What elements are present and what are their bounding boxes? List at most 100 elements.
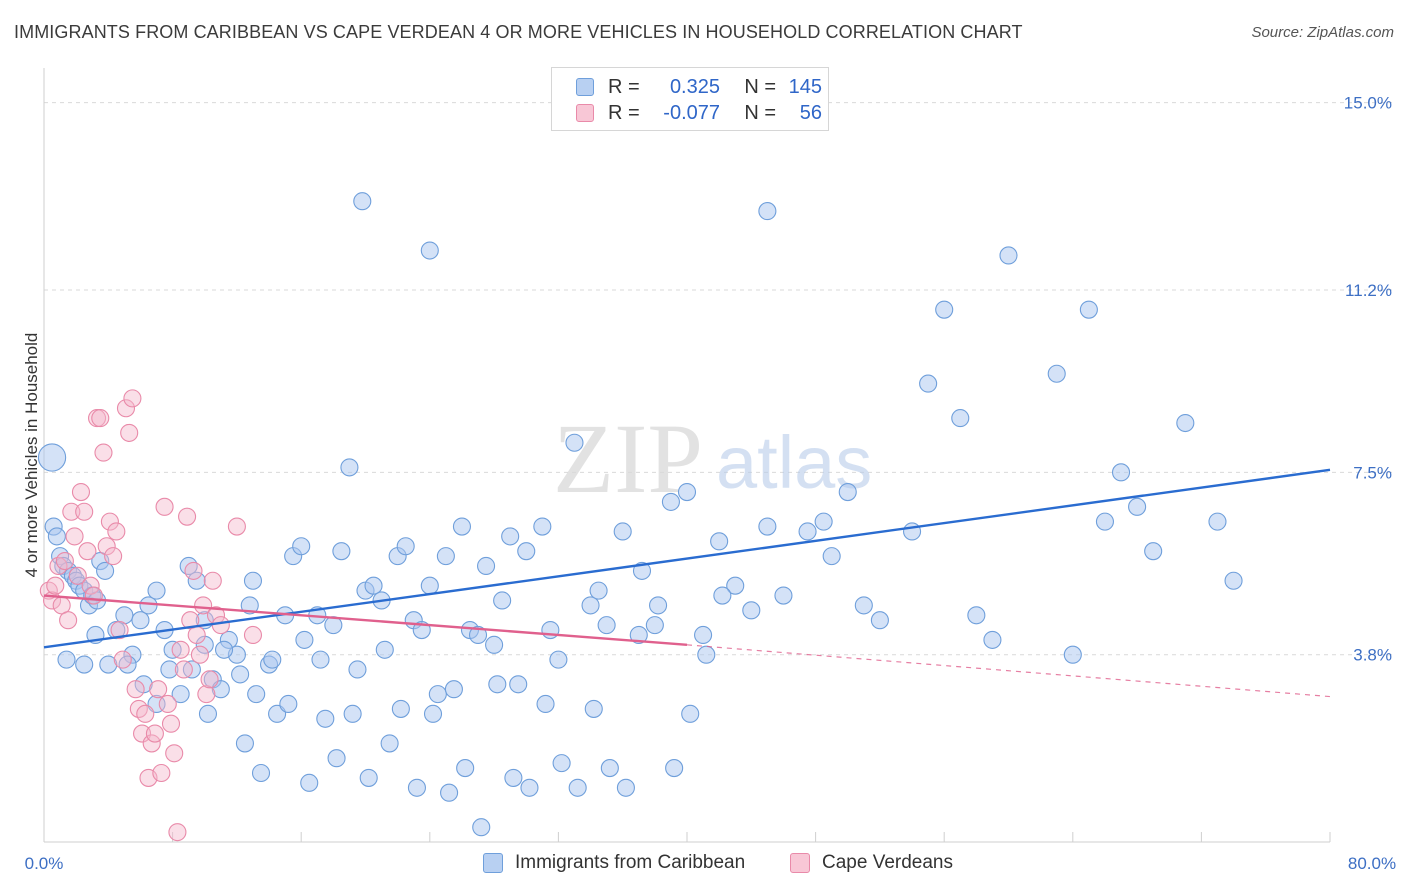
y-tick-label: 15.0%: [1344, 94, 1392, 113]
data-point-capeverdean: [211, 616, 230, 635]
data-point-caribbean: [57, 650, 76, 669]
data-point-caribbean: [316, 709, 335, 728]
data-point-caribbean: [565, 433, 584, 452]
data-point-caribbean: [536, 694, 555, 714]
x-tick-labels: 0.0% 80.0%: [25, 854, 1396, 873]
data-point-caribbean: [509, 675, 528, 694]
data-point-caribbean: [75, 655, 94, 674]
data-point-caribbean: [332, 542, 351, 561]
legend-item-label: Cape Verdeans: [822, 852, 953, 873]
data-point-caribbean: [597, 616, 616, 635]
data-point-caribbean: [726, 576, 745, 595]
data-point-caribbean: [353, 192, 372, 211]
trend-line-caribbean: [43, 468, 1331, 649]
data-point-caribbean: [396, 537, 415, 556]
data-point-caribbean: [1047, 364, 1066, 383]
data-point-caribbean: [359, 768, 378, 787]
data-point-capeverdean: [142, 734, 161, 753]
data-point-capeverdean: [123, 389, 142, 408]
data-point-caribbean: [501, 527, 520, 546]
legend-r-label: R =: [608, 75, 640, 98]
data-point-capeverdean: [65, 527, 84, 546]
data-point-capeverdean: [145, 724, 164, 743]
data-point-caribbean: [649, 596, 668, 615]
data-point-caribbean: [645, 616, 664, 635]
data-point-caribbean: [584, 699, 603, 718]
data-point-caribbean: [665, 759, 684, 778]
legend-n-value: 56: [799, 101, 822, 124]
legend-r-value: -0.077: [663, 101, 720, 124]
data-point-caribbean: [327, 749, 346, 768]
data-point-caribbean: [407, 778, 426, 797]
data-point-caribbean: [279, 694, 298, 714]
data-point-caribbean: [292, 537, 311, 556]
data-point-caribbean: [774, 586, 793, 605]
legend-n-label: N =: [744, 75, 776, 98]
data-point-caribbean: [681, 704, 700, 723]
data-point-caribbean: [235, 734, 254, 753]
legend-swatch-blue: [483, 853, 503, 873]
y-tick-label: 11.2%: [1345, 281, 1392, 300]
data-point-capeverdean: [68, 566, 87, 585]
stats-legend: R = 0.325 N = 145 R = -0.077 N = 56: [551, 67, 829, 131]
data-point-caribbean: [423, 704, 443, 723]
legend-n-value: 145: [788, 75, 822, 98]
data-point-caribbean: [1079, 300, 1098, 319]
trend-lines: [43, 468, 1331, 698]
data-point-caribbean: [758, 517, 777, 536]
data-point-capeverdean: [243, 625, 263, 645]
data-point-caribbean: [713, 586, 732, 605]
data-point-caribbean: [187, 571, 206, 590]
data-point-caribbean: [240, 596, 259, 615]
data-point-caribbean: [589, 581, 608, 600]
data-point-caribbean: [380, 734, 399, 753]
data-point-caribbean: [1095, 512, 1114, 531]
data-point-caribbean: [444, 680, 463, 699]
grid-lines: [44, 102, 1392, 656]
data-point-caribbean: [47, 527, 66, 546]
data-point-capeverdean: [149, 680, 168, 699]
data-point-caribbean: [758, 202, 777, 221]
data-point-caribbean: [348, 660, 367, 679]
data-point-caribbean: [263, 650, 282, 669]
data-point-caribbean: [520, 778, 539, 797]
data-point-capeverdean: [91, 409, 110, 428]
data-point-caribbean: [300, 773, 319, 792]
data-point-caribbean: [854, 596, 873, 615]
data-point-caribbean: [935, 300, 954, 319]
data-point-caribbean: [456, 759, 475, 778]
data-point-caribbean: [822, 547, 841, 566]
data-point-capeverdean: [197, 685, 216, 704]
y-axis-label: 4 or more Vehicles in Household: [22, 333, 41, 578]
data-point-caribbean: [160, 660, 179, 679]
legend-swatch-pink: [576, 104, 594, 122]
data-point-caribbean: [147, 581, 166, 600]
data-point-caribbean: [477, 556, 496, 576]
data-point-capeverdean: [136, 704, 155, 723]
y-tick-label: 7.5%: [1353, 463, 1392, 482]
data-point-caribbean: [533, 517, 552, 536]
data-point-caribbean: [581, 596, 600, 615]
data-point-capeverdean: [55, 551, 74, 571]
data-point-caribbean: [118, 655, 137, 674]
data-point-caribbean: [1144, 542, 1163, 561]
data-point-caribbean: [677, 482, 697, 502]
data-point-caribbean: [364, 576, 383, 595]
data-point-caribbean: [999, 246, 1018, 265]
data-point-capeverdean: [161, 714, 181, 733]
data-point-caribbean: [600, 759, 619, 778]
data-point-capeverdean: [165, 744, 184, 763]
data-point-caribbean: [710, 532, 729, 551]
data-point-capeverdean: [100, 512, 119, 531]
data-point-capeverdean: [152, 763, 171, 783]
data-point-caribbean: [452, 517, 472, 536]
data-point-caribbean: [343, 704, 362, 723]
data-point-caribbean: [1111, 463, 1131, 482]
data-point-caribbean: [391, 699, 410, 718]
data-point-caribbean: [214, 640, 234, 659]
data-point-caribbean: [139, 596, 158, 615]
data-point-caribbean: [485, 635, 504, 654]
data-point-caribbean: [568, 778, 587, 797]
data-point-capeverdean: [104, 547, 123, 566]
